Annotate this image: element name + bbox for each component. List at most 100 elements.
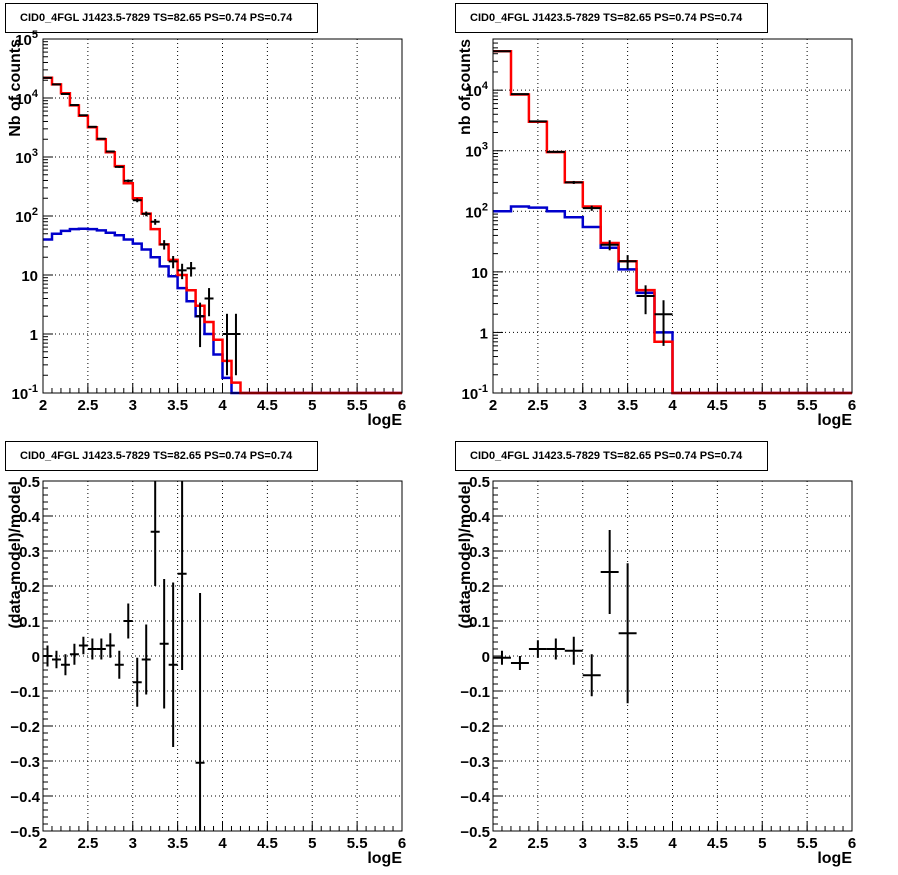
y-tick-label: −0.2 [460,719,490,736]
y-tick-label: −0.2 [10,719,40,736]
data-point [69,104,79,107]
x-tick-label: 4.5 [257,835,278,852]
plot-frame [492,38,853,394]
y-axis-label: nb of counts [457,39,474,135]
y-tick-label: 0.5 [469,474,490,491]
x-tick-label: 4.5 [707,835,728,852]
data-point [582,205,601,211]
data-point [600,530,619,614]
series-model-total-line [493,49,852,395]
data-point [510,93,529,96]
data-point [546,638,565,660]
chart-panel-3: 2 2.5 3 3.5 4 4.5 5 5.5 6 −0.5 −0.4 −0.3 −0.2 −0.1 0 0.… [7,474,406,867]
data-point [69,643,79,665]
data-point [195,593,205,831]
data-point [96,137,106,140]
x-tick-label: 6 [398,397,406,414]
x-tick-label: 5 [758,397,766,414]
x-tick-label: 4.5 [257,397,278,414]
data-point [141,624,151,695]
plot-frame [42,480,403,832]
x-tick-label: 2 [39,397,47,414]
data-point [159,579,169,709]
x-tick-label: 3 [129,397,137,414]
data-point [78,114,88,117]
data-point [105,150,115,153]
y-tick-label: 0.5 [19,474,40,491]
x-tick-label: 5 [308,397,316,414]
data-point [159,240,169,250]
data-point [150,218,160,225]
x-tick-label: 6 [848,397,856,414]
data-point [618,563,637,704]
x-tick-label: 3 [579,397,587,414]
data-point [96,638,106,660]
data-point [114,165,124,168]
x-tick-label: 2.5 [527,397,548,414]
data-point [600,240,619,251]
x-tick-label: 4.5 [707,397,728,414]
series-model-bkg-line [43,227,402,395]
x-tick-label: 2.5 [527,835,548,852]
x-tick-label: 5 [308,835,316,852]
data-point [150,481,160,586]
y-tick-label: 0.3 [19,544,40,561]
data-point [177,263,187,280]
y-tick-label: −0.5 [10,824,40,841]
x-tick-label: 2 [39,835,47,852]
x-tick-label: 2.5 [77,835,98,852]
y-tick-label: −0.5 [460,824,490,841]
data-point [78,636,88,655]
x-axis-label: logE [817,412,852,429]
data-point [582,654,601,697]
x-tick-label: 4 [668,835,677,852]
y-tick-label: 105 [15,29,38,49]
x-tick-label: 2 [489,397,497,414]
x-axis-label: logE [367,850,402,867]
y-tick-label: −0.1 [10,684,40,701]
y-tick-label: 103 [15,147,38,167]
data-point [528,120,547,123]
y-tick-label: 0.4 [469,509,491,526]
x-tick-label: 2.5 [77,397,98,414]
data-point [87,125,97,128]
y-tick-label: 104 [465,80,489,100]
pad-title-top-right: CID0_4FGL J1423.5-7829 TS=82.65 PS=0.74 … [455,3,768,33]
y-tick-label: −0.3 [10,754,40,771]
y-tick-label: −0.4 [10,789,40,806]
x-tick-label: 5.5 [797,835,818,852]
y-axis-label: (data-model)/model [7,481,24,629]
y-tick-label: 0.1 [469,614,490,631]
data-point [132,198,142,203]
pad-title-bottom-right: CID0_4FGL J1423.5-7829 TS=82.65 PS=0.74 … [455,441,768,471]
chart-panel-2: 2 2.5 3 3.5 4 4.5 5 5.5 6 10-1 1 10 102 103 104 logE nb … [457,38,856,429]
chart-panel-1: 2 2.5 3 3.5 4 4.5 5 5.5 6 10-1 1 10 102 103 104 105 logE… [7,29,406,429]
x-tick-label: 5 [758,835,766,852]
y-tick-label: 0.1 [19,614,40,631]
y-tick-label: 0 [482,649,490,666]
y-tick-label: 0.3 [469,544,490,561]
data-point [132,657,142,707]
x-tick-label: 4 [668,397,677,414]
data-point [654,300,673,346]
data-point [141,211,151,217]
y-tick-label: 0.4 [19,509,41,526]
data-point [546,150,565,153]
data-point [528,640,547,658]
x-tick-label: 6 [398,835,406,852]
y-tick-label: 10-1 [12,383,38,403]
y-tick-label: 0.2 [19,579,40,596]
x-tick-label: 5.5 [347,397,368,414]
data-point [123,179,133,183]
pad-title-bottom-left: CID0_4FGL J1423.5-7829 TS=82.65 PS=0.74 … [5,441,318,471]
x-tick-label: 3.5 [167,397,188,414]
y-axis-label: (data-model)/model [457,481,474,629]
y-tick-label: 10 [21,268,38,285]
y-tick-label: 10 [471,265,488,282]
data-point [636,285,655,315]
y-tick-label: 1 [30,327,38,344]
data-point [105,633,115,658]
y-tick-label: 0.2 [469,579,490,596]
y-tick-label: −0.1 [460,684,490,701]
x-tick-label: 2 [489,835,497,852]
